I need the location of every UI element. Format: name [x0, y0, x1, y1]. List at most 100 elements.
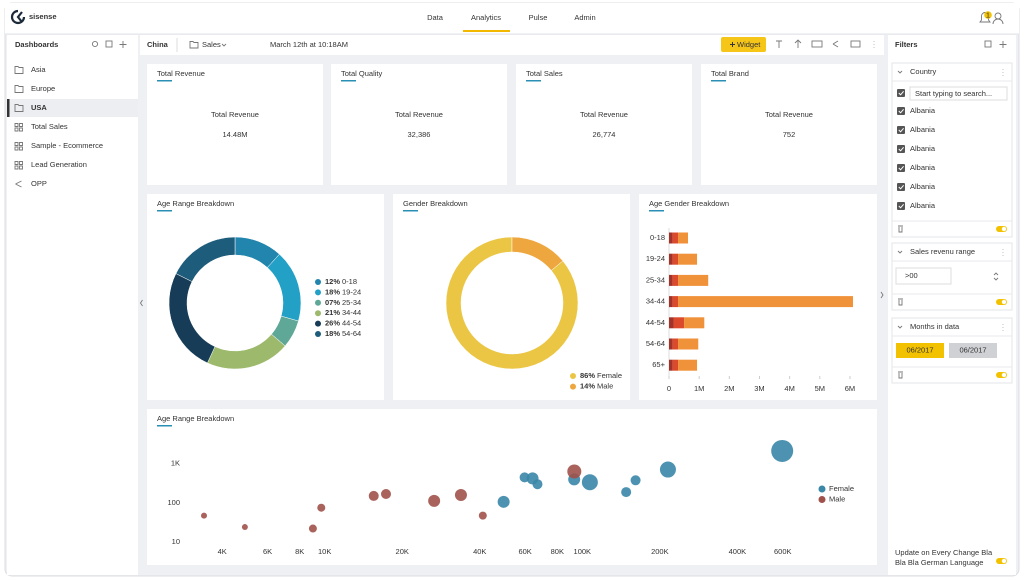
widget-icon[interactable]	[811, 40, 823, 48]
legend-marker	[570, 383, 576, 390]
screen-icon[interactable]	[850, 40, 861, 48]
collapse-right[interactable]	[880, 291, 884, 299]
add-icon[interactable]	[119, 41, 127, 48]
add-widget-label: Widget	[737, 40, 761, 49]
checkbox[interactable]	[897, 164, 905, 172]
filter-option[interactable]: Albania	[910, 201, 936, 210]
bar-segment	[672, 338, 679, 350]
month-from[interactable]	[896, 343, 944, 358]
checkbox[interactable]	[897, 107, 905, 115]
scatter-point	[317, 503, 326, 512]
filter-option[interactable]: Albania	[910, 163, 936, 172]
x-tick-label: 80K	[551, 547, 564, 556]
active-tab-underline	[463, 30, 510, 32]
select-icon[interactable]	[105, 40, 113, 48]
donut-slice	[175, 236, 236, 282]
trash-icon[interactable]	[898, 298, 903, 306]
collapse-left[interactable]	[139, 299, 143, 307]
spinner-icon[interactable]	[993, 272, 999, 281]
sidebar-item[interactable]: Total Sales	[31, 122, 68, 131]
collapse-chevron[interactable]	[897, 70, 903, 74]
y-tick-label: 25-34	[646, 275, 665, 284]
legend-value: 26%	[325, 319, 340, 328]
scatter-point	[201, 512, 208, 519]
text-icon[interactable]	[776, 40, 782, 48]
checkbox[interactable]	[897, 89, 905, 97]
bar-segment	[684, 317, 705, 329]
sidebar-item[interactable]: Lead Generation	[31, 160, 87, 169]
share-icon	[15, 180, 22, 188]
collapse-chevron[interactable]	[897, 250, 903, 254]
filters-footer: Bla Bla German Language	[895, 558, 983, 567]
nav-tab[interactable]: Data	[427, 13, 444, 22]
scatter-point	[454, 489, 467, 502]
legend-value: 86%	[580, 371, 595, 380]
legend-label: 44-54	[342, 319, 361, 328]
range-input[interactable]	[895, 267, 952, 285]
scatter-point	[478, 511, 487, 520]
nav-tab[interactable]: Analytics	[471, 13, 501, 22]
sidebar-item[interactable]: USA	[31, 103, 47, 112]
checkbox[interactable]	[897, 183, 905, 191]
title-underline	[341, 80, 356, 82]
title-underline	[711, 80, 726, 82]
checkbox[interactable]	[897, 145, 905, 153]
checkmark	[898, 203, 904, 209]
plus-icon	[730, 42, 735, 47]
scatter-point	[381, 488, 392, 499]
dashboard-icon	[14, 161, 23, 170]
y-tick-label: 10	[172, 537, 180, 546]
legend-value: 18%	[325, 329, 340, 338]
scatter-point	[241, 524, 248, 531]
bar-segment	[669, 317, 674, 329]
legend-marker	[315, 289, 321, 296]
dashboard-icon	[14, 142, 23, 151]
collapse-chevron[interactable]	[897, 325, 903, 329]
bar-segment	[672, 359, 679, 371]
checkmark	[898, 146, 904, 152]
dashboard-icon	[14, 123, 23, 132]
x-tick-label: 400K	[729, 547, 747, 556]
nav-tab[interactable]: Admin	[574, 13, 595, 22]
legend-label: 25-34	[342, 298, 361, 307]
filter-option[interactable]: Albania	[910, 106, 936, 115]
month-from-label: 06/2017	[906, 345, 933, 354]
chevron-icon[interactable]	[221, 43, 227, 47]
filter-option[interactable]: Albania	[910, 125, 936, 134]
sidebar-item[interactable]: OPP	[31, 179, 47, 188]
filter-option[interactable]: Albania	[910, 182, 936, 191]
filter-title: Months in data	[910, 322, 960, 331]
filter-option[interactable]: Albania	[910, 144, 936, 153]
trash-icon[interactable]	[898, 225, 903, 233]
add-widget-button[interactable]	[721, 37, 766, 52]
sidebar-item[interactable]: Sample - Ecommerce	[31, 141, 103, 150]
selected-marker	[7, 99, 10, 117]
folder-name[interactable]: Sales	[202, 40, 221, 49]
x-tick-label: 40K	[473, 547, 486, 556]
filters-select-icon[interactable]	[984, 40, 992, 48]
sidebar-item[interactable]: Europe	[31, 84, 55, 93]
month-to[interactable]	[949, 343, 997, 358]
y-tick-label: 44-54	[646, 318, 665, 327]
nav-tab[interactable]: Pulse	[529, 13, 548, 22]
search-icon[interactable]	[91, 40, 99, 48]
y-tick-label: 54-64	[646, 339, 665, 348]
legend-label: Female	[597, 371, 622, 380]
sidebar-item[interactable]: Asia	[31, 65, 46, 74]
checkbox[interactable]	[897, 202, 905, 210]
trash-icon[interactable]	[898, 371, 903, 379]
checkbox[interactable]	[897, 126, 905, 134]
search-input[interactable]	[909, 86, 1008, 101]
user-icon-body	[992, 18, 1004, 25]
x-tick-label: 6M	[845, 384, 855, 393]
legend-value: 07%	[325, 298, 340, 307]
kpi-label: Total Revenue	[765, 110, 813, 119]
share-icon[interactable]	[832, 40, 839, 48]
folder-icon	[14, 104, 24, 112]
kpi-value: 32,386	[408, 130, 431, 139]
legend-marker	[315, 310, 321, 317]
kpi-title: Total Sales	[526, 69, 563, 78]
x-tick-label: 3M	[754, 384, 764, 393]
filters-add-icon[interactable]	[999, 41, 1007, 48]
upload-icon[interactable]	[794, 39, 802, 48]
